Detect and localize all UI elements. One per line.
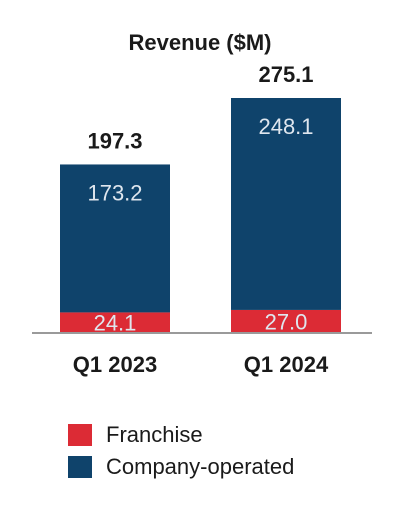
legend-item-franchise: Franchise bbox=[68, 419, 294, 451]
total-label-0: 197.3 bbox=[87, 128, 142, 153]
category-label-0: Q1 2023 bbox=[73, 352, 157, 377]
legend-swatch-company-operated bbox=[68, 456, 92, 478]
bar-company-operated-1 bbox=[231, 98, 341, 310]
total-label-1: 275.1 bbox=[258, 62, 313, 87]
legend-item-company-operated: Company-operated bbox=[68, 451, 294, 483]
legend-label-franchise: Franchise bbox=[106, 422, 203, 447]
bar-franchise-1 bbox=[231, 309, 341, 333]
legend: Franchise Company-operated bbox=[68, 419, 294, 483]
legend-swatch-franchise bbox=[68, 424, 92, 446]
data-label-company-operated-1: 248.1 bbox=[258, 114, 313, 139]
data-label-franchise-1: 27.0 bbox=[265, 309, 308, 334]
data-label-franchise-0: 24.1 bbox=[94, 311, 137, 336]
bars-group: 24.1 173.2 197.3 Q1 2023 27.0 248.1 275.1 Q1 20… bbox=[32, 62, 372, 377]
category-label-1: Q1 2024 bbox=[244, 352, 329, 377]
bar-company-operated-0 bbox=[60, 164, 170, 313]
chart-title: Revenue ($M) bbox=[128, 30, 271, 55]
legend-label-company-operated: Company-operated bbox=[106, 454, 295, 479]
bar-franchise-0 bbox=[60, 312, 170, 333]
data-label-company-operated-0: 173.2 bbox=[87, 180, 142, 205]
